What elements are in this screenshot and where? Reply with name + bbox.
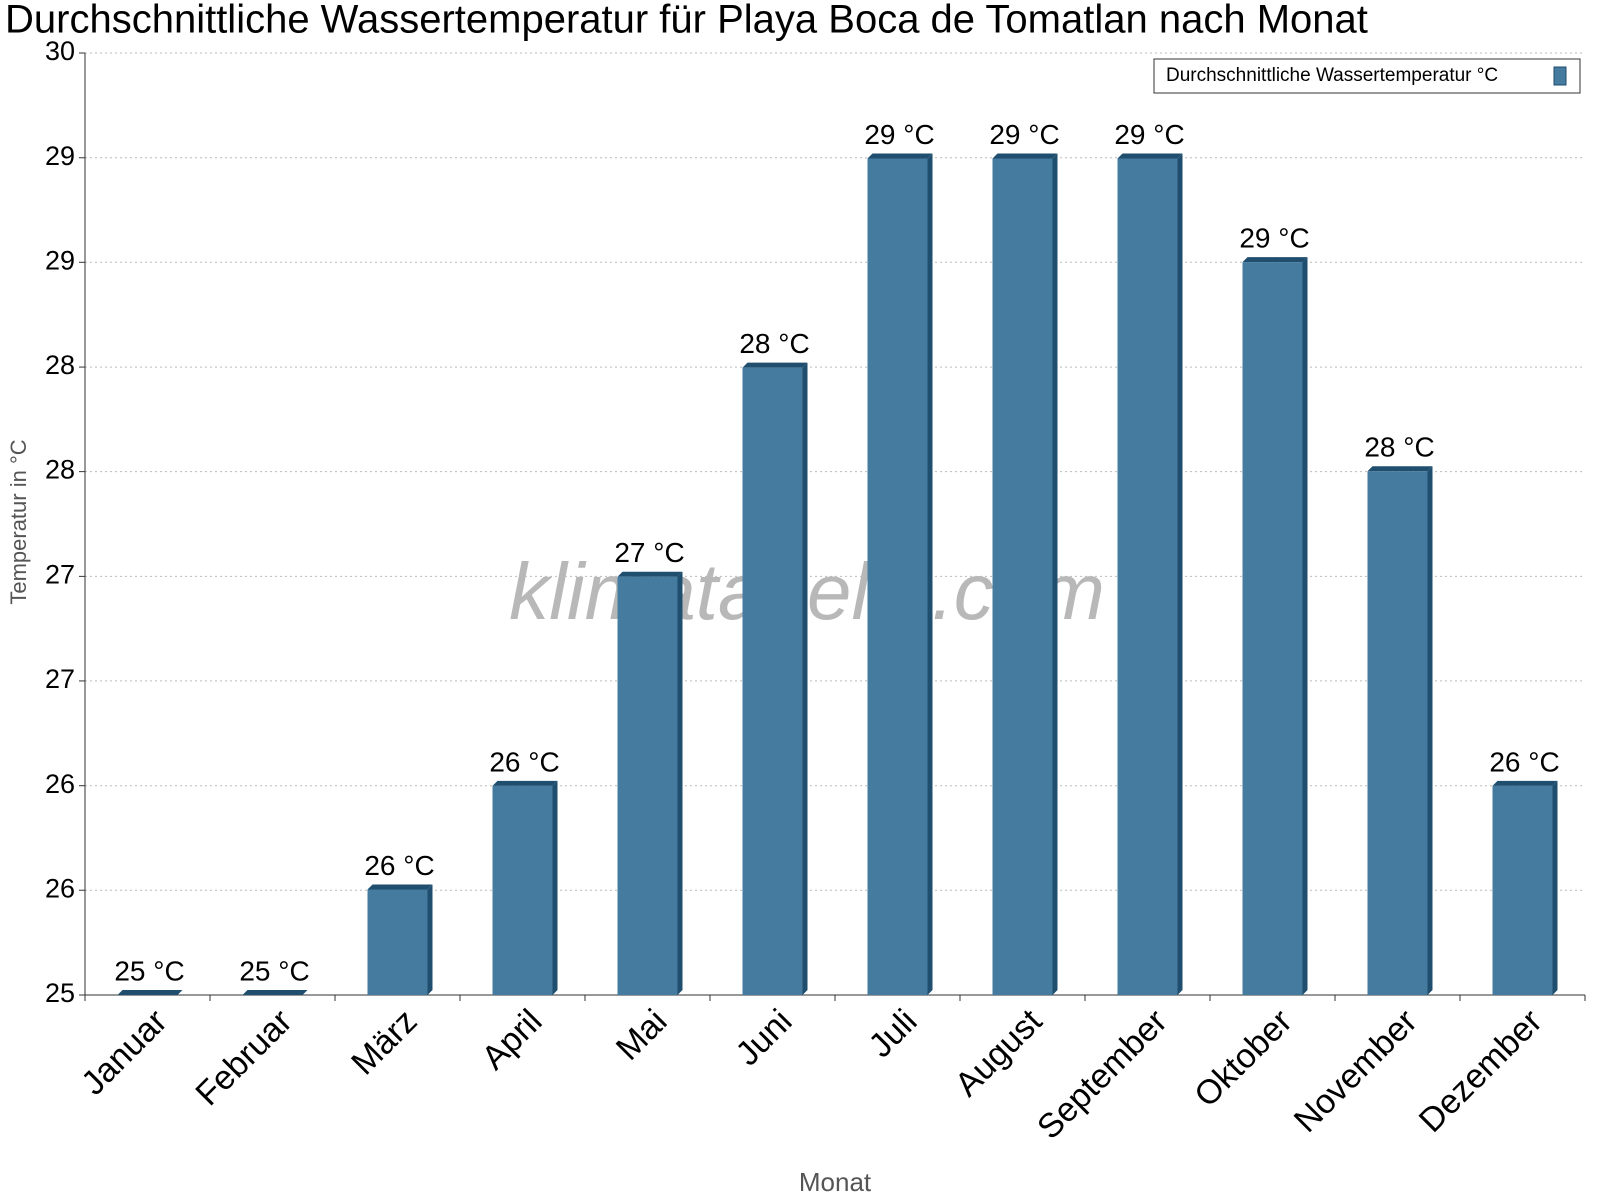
x-tick-label: September: [1030, 1002, 1174, 1146]
y-tick-label: 27: [45, 560, 75, 590]
x-tick-label: März: [344, 1002, 424, 1082]
x-tick-label: Oktober: [1187, 1002, 1299, 1114]
bar: [992, 158, 1053, 995]
bar-top: [1367, 466, 1433, 472]
value-label: 26 °C: [1489, 746, 1559, 777]
bar: [1117, 158, 1178, 995]
x-tick-label: August: [948, 1002, 1050, 1104]
bar-side: [552, 780, 558, 995]
value-label: 26 °C: [364, 850, 434, 881]
x-axis-label: Monat: [799, 1167, 872, 1197]
bar: [617, 576, 678, 995]
x-tick-label: Juli: [862, 1002, 925, 1065]
value-label: 26 °C: [489, 746, 559, 777]
value-label: 25 °C: [114, 955, 184, 986]
x-tick-label: Dezember: [1412, 1002, 1550, 1140]
bar: [1242, 262, 1303, 995]
value-label: 27 °C: [614, 537, 684, 568]
bar-side: [427, 884, 433, 995]
bar: [492, 785, 553, 995]
bar-top: [117, 990, 183, 995]
bar-top: [617, 571, 683, 577]
y-tick-label: 25: [45, 978, 75, 1008]
chart-title: Durchschnittliche Wassertemperatur für P…: [5, 0, 1368, 42]
bar-top: [242, 990, 308, 995]
y-tick-label: 26: [45, 873, 75, 903]
bar: [742, 367, 803, 995]
value-label: 29 °C: [1114, 119, 1184, 150]
value-label: 25 °C: [239, 955, 309, 986]
y-tick-label: 26: [45, 769, 75, 799]
x-tick-label: Januar: [74, 1002, 174, 1102]
bar-side: [1177, 153, 1183, 995]
bar: [1367, 471, 1428, 995]
bar: [867, 158, 928, 995]
y-tick-label: 29: [45, 245, 75, 275]
bar-side: [1427, 466, 1433, 995]
bar: [367, 889, 428, 995]
bar-top: [867, 153, 933, 159]
bar-top: [992, 153, 1058, 159]
y-axis-label: Temperatur in °C: [6, 439, 31, 604]
x-tick-label: Mai: [609, 1002, 675, 1068]
value-label: 29 °C: [989, 119, 1059, 150]
bar-top: [367, 884, 433, 890]
value-label: 28 °C: [739, 328, 809, 359]
bar-top: [1242, 257, 1308, 263]
bar-side: [677, 571, 683, 995]
bar-top: [1117, 153, 1183, 159]
bar-top: [492, 780, 558, 786]
value-label: 29 °C: [1239, 223, 1309, 254]
bar-side: [1552, 780, 1558, 995]
legend-swatch: [1553, 66, 1567, 86]
y-tick-label: 30: [45, 36, 75, 66]
x-tick-label: Februar: [188, 1002, 299, 1113]
bar-side: [927, 153, 933, 995]
legend-label: Durchschnittliche Wassertemperatur °C: [1166, 65, 1498, 86]
bar-top: [742, 362, 808, 368]
bar-top: [1492, 780, 1558, 786]
y-tick-label: 29: [45, 141, 75, 171]
y-tick-label: 28: [45, 350, 75, 380]
x-tick-label: November: [1287, 1002, 1425, 1140]
legend-box: [1153, 58, 1581, 94]
y-tick-label: 27: [45, 664, 75, 694]
value-label: 28 °C: [1364, 432, 1434, 463]
bar-side: [1302, 257, 1308, 995]
value-label: 29 °C: [864, 119, 934, 150]
bar-side: [802, 362, 808, 995]
y-tick-label: 28: [45, 455, 75, 485]
x-tick-label: April: [475, 1002, 550, 1077]
bar-side: [1052, 153, 1058, 995]
bar: [1492, 785, 1553, 995]
x-tick-label: Juni: [729, 1002, 800, 1073]
